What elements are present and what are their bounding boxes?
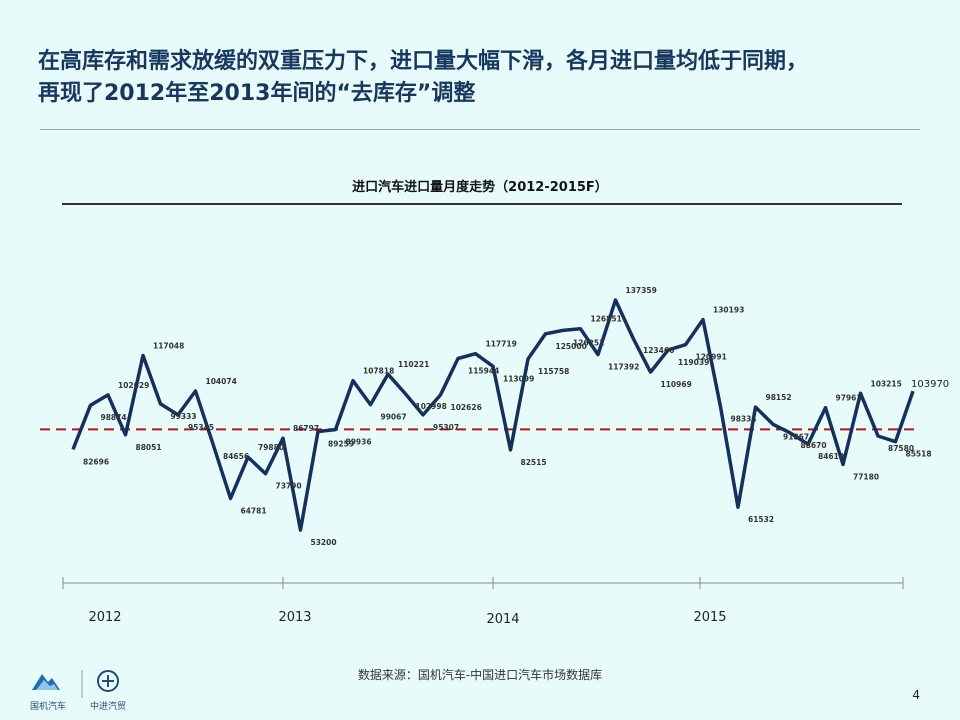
data-label: 117719	[486, 340, 517, 349]
company-logos	[32, 670, 119, 698]
data-label: 120991	[696, 353, 727, 362]
data-label: 119039	[678, 358, 709, 367]
logo-2-label: 中进汽贸	[90, 702, 127, 712]
logo-mountain-icon	[32, 674, 60, 690]
data-label: 87580	[888, 444, 914, 453]
data-label: 99333	[171, 412, 197, 421]
chart-title: 进口汽车进口量月度走势（2012-2015F）	[352, 180, 608, 195]
data-label: 137359	[626, 286, 657, 295]
data-label: 85518	[906, 450, 932, 459]
data-label: 88051	[136, 443, 162, 452]
data-label: 107818	[363, 367, 394, 376]
page-number: 4	[912, 688, 920, 702]
data-label: 91867	[783, 432, 809, 441]
data-label: 115758	[538, 367, 569, 376]
data-label: 110969	[661, 380, 692, 389]
data-label: 103215	[871, 379, 902, 388]
data-label: 77180	[853, 472, 879, 481]
headline-line-1: 在高库存和需求放缓的双重压力下，进口量大幅下滑，各月进口量均低于同期，	[38, 49, 809, 74]
data-label: 86797	[293, 424, 319, 433]
data-label: 123466	[643, 346, 674, 355]
data-label: 82696	[83, 457, 109, 466]
data-label: 126251	[573, 338, 604, 347]
footer-logos: 国机汽车 中进汽贸	[30, 666, 180, 712]
x-tick-label: 2014	[486, 612, 519, 627]
data-label: 117048	[153, 342, 184, 351]
data-label: 89936	[346, 438, 372, 447]
data-label: 79880	[258, 443, 284, 452]
data-label: 95307	[433, 423, 459, 432]
data-label: 117392	[608, 363, 639, 372]
data-label: 98152	[766, 393, 792, 402]
data-label: 89259	[328, 439, 354, 448]
data-label: 97961	[836, 394, 862, 403]
data-label: 98334	[731, 415, 757, 424]
series-line-layer	[71, 298, 915, 532]
data-label: 126851	[591, 315, 622, 324]
data-label: 104074	[206, 377, 237, 386]
chart-title-divider	[62, 203, 902, 205]
data-source-note: 数据来源：国机汽车-中国进口汽车市场数据库	[357, 668, 603, 682]
data-label: 110221	[398, 360, 429, 369]
data-label: 113099	[503, 374, 534, 383]
data-label: 73790	[276, 482, 302, 491]
data-label: 84610	[818, 452, 844, 461]
x-tick-label: 2015	[693, 610, 726, 625]
data-label: 84656	[223, 452, 249, 461]
data-label: 95345	[188, 423, 214, 432]
x-axis: 2012 2013 2014 2015	[62, 577, 904, 627]
data-label: 53200	[311, 538, 337, 547]
data-label: 102998	[416, 402, 447, 411]
data-label: 115944	[468, 367, 499, 376]
last-point-label: 103970	[911, 379, 949, 390]
data-label: 98874	[101, 413, 127, 422]
data-label: 102629	[118, 381, 149, 390]
data-label: 125000	[556, 342, 587, 351]
logo-circle-icon	[97, 670, 119, 692]
headline-divider	[40, 129, 920, 130]
logo-1-label: 国机汽车	[30, 702, 67, 712]
data-label-layer: 82696 98874 102629 88051 117048 99333 95345 104…	[83, 286, 949, 547]
data-label: 64781	[241, 506, 267, 515]
headline-line-2: 再现了2012年至2013年间的“去库存”调整	[38, 81, 476, 106]
series-line	[71, 298, 915, 532]
data-label: 130193	[713, 306, 744, 315]
data-label: 99067	[381, 413, 407, 422]
data-label: 88670	[801, 441, 827, 450]
data-label: 82515	[521, 458, 547, 467]
x-tick-label: 2013	[278, 610, 311, 625]
data-label: 102626	[451, 403, 482, 412]
x-tick-label: 2012	[88, 610, 121, 625]
data-label: 61532	[748, 515, 774, 524]
slide-headline: 在高库存和需求放缓的双重压力下，进口量大幅下滑，各月进口量均低于同期， 再现了2…	[38, 46, 938, 110]
